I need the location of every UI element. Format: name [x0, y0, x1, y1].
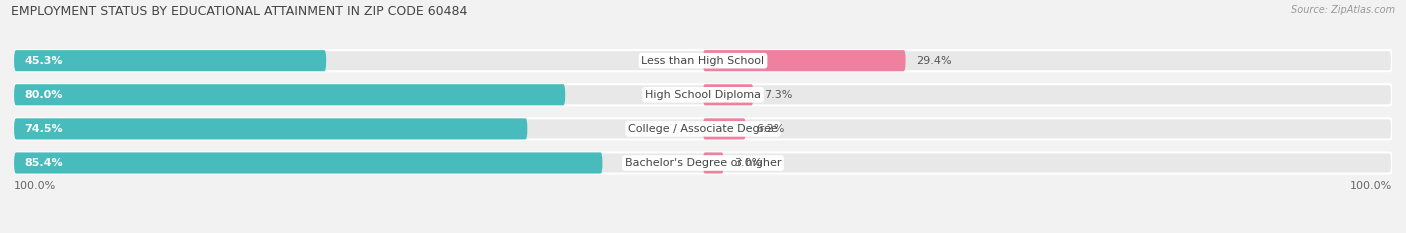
FancyBboxPatch shape	[14, 152, 1392, 174]
Text: 100.0%: 100.0%	[1350, 181, 1392, 191]
FancyBboxPatch shape	[14, 84, 565, 105]
FancyBboxPatch shape	[703, 118, 745, 140]
Text: Less than High School: Less than High School	[641, 56, 765, 66]
Text: High School Diploma: High School Diploma	[645, 90, 761, 100]
FancyBboxPatch shape	[703, 84, 754, 105]
Text: 29.4%: 29.4%	[915, 56, 952, 66]
Text: Source: ZipAtlas.com: Source: ZipAtlas.com	[1291, 5, 1395, 15]
FancyBboxPatch shape	[703, 152, 724, 174]
Text: 3.0%: 3.0%	[734, 158, 762, 168]
Text: EMPLOYMENT STATUS BY EDUCATIONAL ATTAINMENT IN ZIP CODE 60484: EMPLOYMENT STATUS BY EDUCATIONAL ATTAINM…	[11, 5, 468, 18]
Text: 100.0%: 100.0%	[14, 181, 56, 191]
FancyBboxPatch shape	[14, 84, 1392, 105]
Text: 80.0%: 80.0%	[24, 90, 63, 100]
FancyBboxPatch shape	[14, 50, 1392, 71]
Text: College / Associate Degree: College / Associate Degree	[628, 124, 778, 134]
FancyBboxPatch shape	[14, 152, 602, 174]
FancyBboxPatch shape	[14, 50, 326, 71]
Text: 74.5%: 74.5%	[24, 124, 63, 134]
FancyBboxPatch shape	[703, 50, 905, 71]
Text: 6.2%: 6.2%	[756, 124, 785, 134]
Text: 45.3%: 45.3%	[24, 56, 63, 66]
FancyBboxPatch shape	[14, 118, 1392, 140]
Text: 7.3%: 7.3%	[763, 90, 792, 100]
FancyBboxPatch shape	[14, 118, 527, 140]
Text: Bachelor's Degree or higher: Bachelor's Degree or higher	[624, 158, 782, 168]
Text: 85.4%: 85.4%	[24, 158, 63, 168]
